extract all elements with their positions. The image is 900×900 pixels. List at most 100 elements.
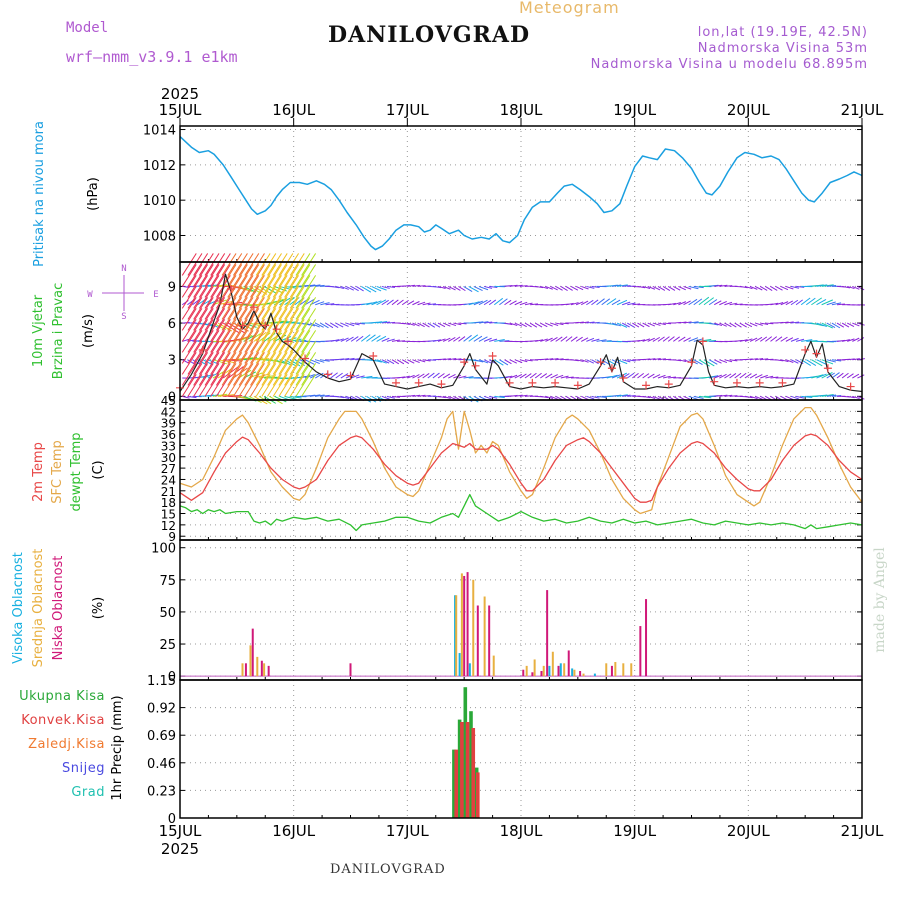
low_cloud-bar [466,572,469,677]
wind-arrow [417,322,425,328]
wind-arrow [192,359,201,365]
wind-arrow [217,359,234,364]
wind-arrow [576,321,584,324]
wind-arrow [272,286,288,309]
wind-arrow [294,339,307,342]
wind-arrow [422,359,431,362]
wind-arrow [519,373,527,379]
station-title: DANILOVGRAD [328,22,531,48]
wind-arrow [816,373,827,379]
wind-arrow [760,322,769,326]
wind-arrow [514,284,523,287]
wind-arrow [345,357,355,361]
wind-arrow [852,337,860,342]
x-tick-label-top: 20JUL [727,101,770,119]
cloud-unit: (%) [91,597,106,620]
wind-arrow [304,299,315,306]
wind-arrow [857,358,865,361]
wind-arrow [345,322,355,327]
wind-arrow [780,359,789,363]
wind-arrow [217,368,232,379]
wind-arrow [295,308,311,331]
wind-arrow [499,340,510,342]
wind-arrow [360,334,371,342]
wind-arrow [836,303,845,306]
wind-arrow [215,341,231,364]
high_cloud-bar [458,653,461,677]
wind-arrow [198,341,214,364]
wind-arrow [627,322,635,328]
wind-arrow [181,319,197,342]
wind-arrow [267,374,282,397]
wind-arrow [250,264,265,287]
wind-arrow [739,339,748,342]
sfc-temp-line [179,406,863,515]
wind-arrow [212,393,228,397]
high_cloud-bar [454,595,457,677]
wind-arrow [210,275,226,298]
wind-arrow [233,319,248,342]
wind-arrow [427,303,436,306]
model-label: Model [66,20,109,36]
wind-arrow [315,284,325,287]
y-tick-label: 0.69 [147,729,176,744]
wind-arrow [739,372,747,379]
mid_cloud-bar [542,665,545,677]
wind-arrow [504,299,512,306]
wind-arrow [227,286,243,309]
wind-arrow [448,395,456,400]
gust-marker [710,377,719,386]
wind-arrow [530,303,539,306]
wind-arrow [668,302,677,306]
wind-arrow [678,301,687,306]
wind-arrow [255,308,271,331]
wind-arrow [345,285,354,291]
coordinates-label: lon,lat (19.19E, 42.5N) [697,25,868,40]
wind-arrow [744,395,753,399]
wind-arrow [637,285,646,289]
total_precip-bar [469,711,473,818]
wind-arrow [616,284,628,287]
pressure-line [179,136,863,251]
wind-arrow [250,286,265,309]
wind-arrow [193,297,209,320]
wind-arrow [483,321,493,324]
wind-arrow [381,395,390,400]
wind-arrow [499,298,508,306]
wind-arrow [250,330,265,353]
wind-arrow [381,359,390,364]
wind-arrow [391,299,399,306]
wind-arrow [534,372,542,379]
wind-arrow [295,286,311,309]
mid_cloud-bar [551,651,554,677]
y-tick-label: 1008 [143,230,176,245]
wind-arrow [432,372,440,379]
conv_precip-bar [476,772,480,818]
wind-arrow [315,359,325,363]
wind-arrow [509,374,518,379]
mid_cloud-bar [483,596,486,677]
wind-arrow [514,374,523,379]
wind-arrow [453,358,462,361]
wind-arrow [698,359,710,367]
wind-arrow [796,321,805,324]
wind-arrow [204,275,220,298]
wind-arrow [261,363,277,386]
wind-arrow [596,395,607,399]
wind-arrow [642,358,651,361]
wind-arrow [519,285,528,287]
wind-arrow [504,359,512,365]
wind-arrow [187,359,196,365]
wind-arrow [422,395,431,397]
wind-arrow [468,301,480,306]
wind-arrow [366,334,376,342]
gust-marker [698,337,707,346]
wind-arrow [187,352,203,375]
wind-arrow [310,394,321,397]
high_cloud-bar [548,665,551,677]
wind-arrow [591,338,600,342]
wind-arrow [187,330,203,353]
wind-arrow [284,395,297,400]
cloud-bars [180,572,862,677]
